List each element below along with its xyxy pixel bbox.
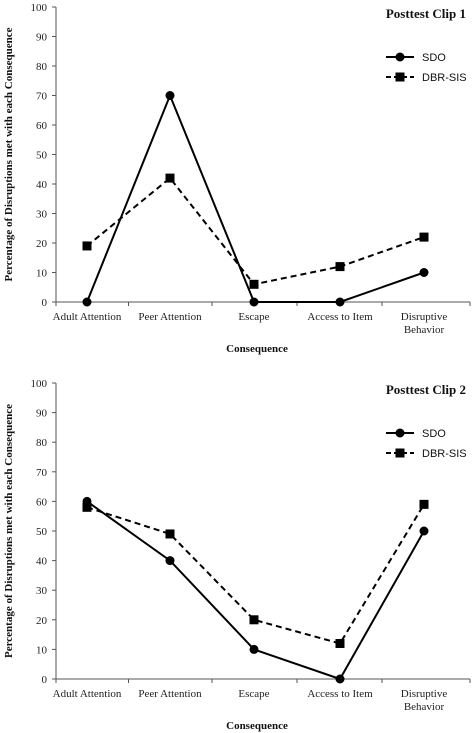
x-tick-label: Adult Attention [53,688,122,700]
x-tick-label: Peer Attention [138,688,202,700]
data-point-dbr-sis [82,241,92,251]
data-point-sdo [82,297,92,307]
y-tick-label: 10 [36,644,48,656]
data-point-sdo [165,556,175,566]
legend-label: DBR-SIS [422,448,467,460]
y-tick-label: 0 [42,297,48,309]
chart-panel-2: 0 10 20 30 40 50 60 70 80 90 100 Adult Attention Pee… [3,378,471,732]
x-tick-label: Adult Attention [53,311,122,323]
legend-label: SDO [422,52,446,64]
x-tick-label: Escape [238,311,269,323]
x-tick-label: Access to Item [307,688,373,700]
y-tick-label: 20 [36,615,48,627]
data-point-dbr-sis [335,638,345,648]
y-tick-label: 80 [36,437,48,449]
y-tick-label: 70 [36,467,48,479]
x-tick-label: Access to Item [307,311,373,323]
y-tick-label: 50 [36,150,48,162]
legend-marker-dbr-sis [395,72,405,82]
data-point-dbr-sis [165,529,175,539]
x-tick-label: Escape [238,688,269,700]
y-axis-title: Percentage of Disruptions met with each … [3,27,15,281]
y-tick-label: 100 [31,2,48,14]
data-point-sdo [419,268,429,277]
data-point-dbr-sis [249,279,259,289]
chart-panel-1: 0 10 20 30 40 50 60 70 80 90 100 Adult Attention Pee… [3,2,471,355]
data-point-sdo [419,526,429,536]
data-point-dbr-sis [82,502,92,512]
y-tick-label: 40 [36,179,48,191]
series-line-sdo [86,92,425,303]
data-point-dbr-sis [419,232,429,242]
data-point-dbr-sis [249,615,259,625]
data-point-sdo [249,297,259,307]
legend-marker-sdo [395,428,405,438]
legend-marker-sdo [395,52,405,62]
series-line-dbr-sis [86,503,425,645]
legend-label: DBR-SIS [422,72,467,84]
legend-marker-dbr-sis [395,448,405,458]
series-line-dbr-sis [86,176,425,286]
x-tick-label: Disruptive Behavior [401,311,448,336]
y-tick-label: 60 [36,496,48,508]
data-point-dbr-sis [419,499,429,509]
data-point-sdo [249,644,259,654]
y-tick-label: 90 [36,32,48,44]
y-tick-label: 100 [31,378,48,390]
y-tick-label: 40 [36,556,48,568]
data-point-dbr-sis [335,262,345,272]
data-point-sdo [165,91,175,100]
x-axis-title: Consequence [226,720,288,732]
y-tick-label: 50 [36,526,48,538]
y-tick-label: 0 [42,674,48,686]
legend-label: SDO [422,428,446,440]
data-point-sdo [335,297,345,307]
x-tick-label: Peer Attention [138,311,202,323]
y-tick-label: 90 [36,408,48,420]
y-tick-label: 60 [36,120,48,132]
y-tick-label: 30 [36,585,48,597]
y-tick-label: 80 [36,61,48,73]
data-point-sdo [335,674,345,684]
x-axis-title: Consequence [226,343,288,355]
y-tick-label: 70 [36,91,48,103]
y-tick-label: 20 [36,238,48,250]
y-tick-label: 30 [36,209,48,221]
y-tick-label: 10 [36,268,48,280]
chart-title: Posttest Clip 1 [386,6,466,21]
data-point-dbr-sis [165,173,175,183]
chart-title: Posttest Clip 2 [386,382,466,397]
x-tick-label: Disruptive Behavior [401,688,448,713]
y-axis-title: Percentage of Disruptions met with each … [3,404,15,658]
